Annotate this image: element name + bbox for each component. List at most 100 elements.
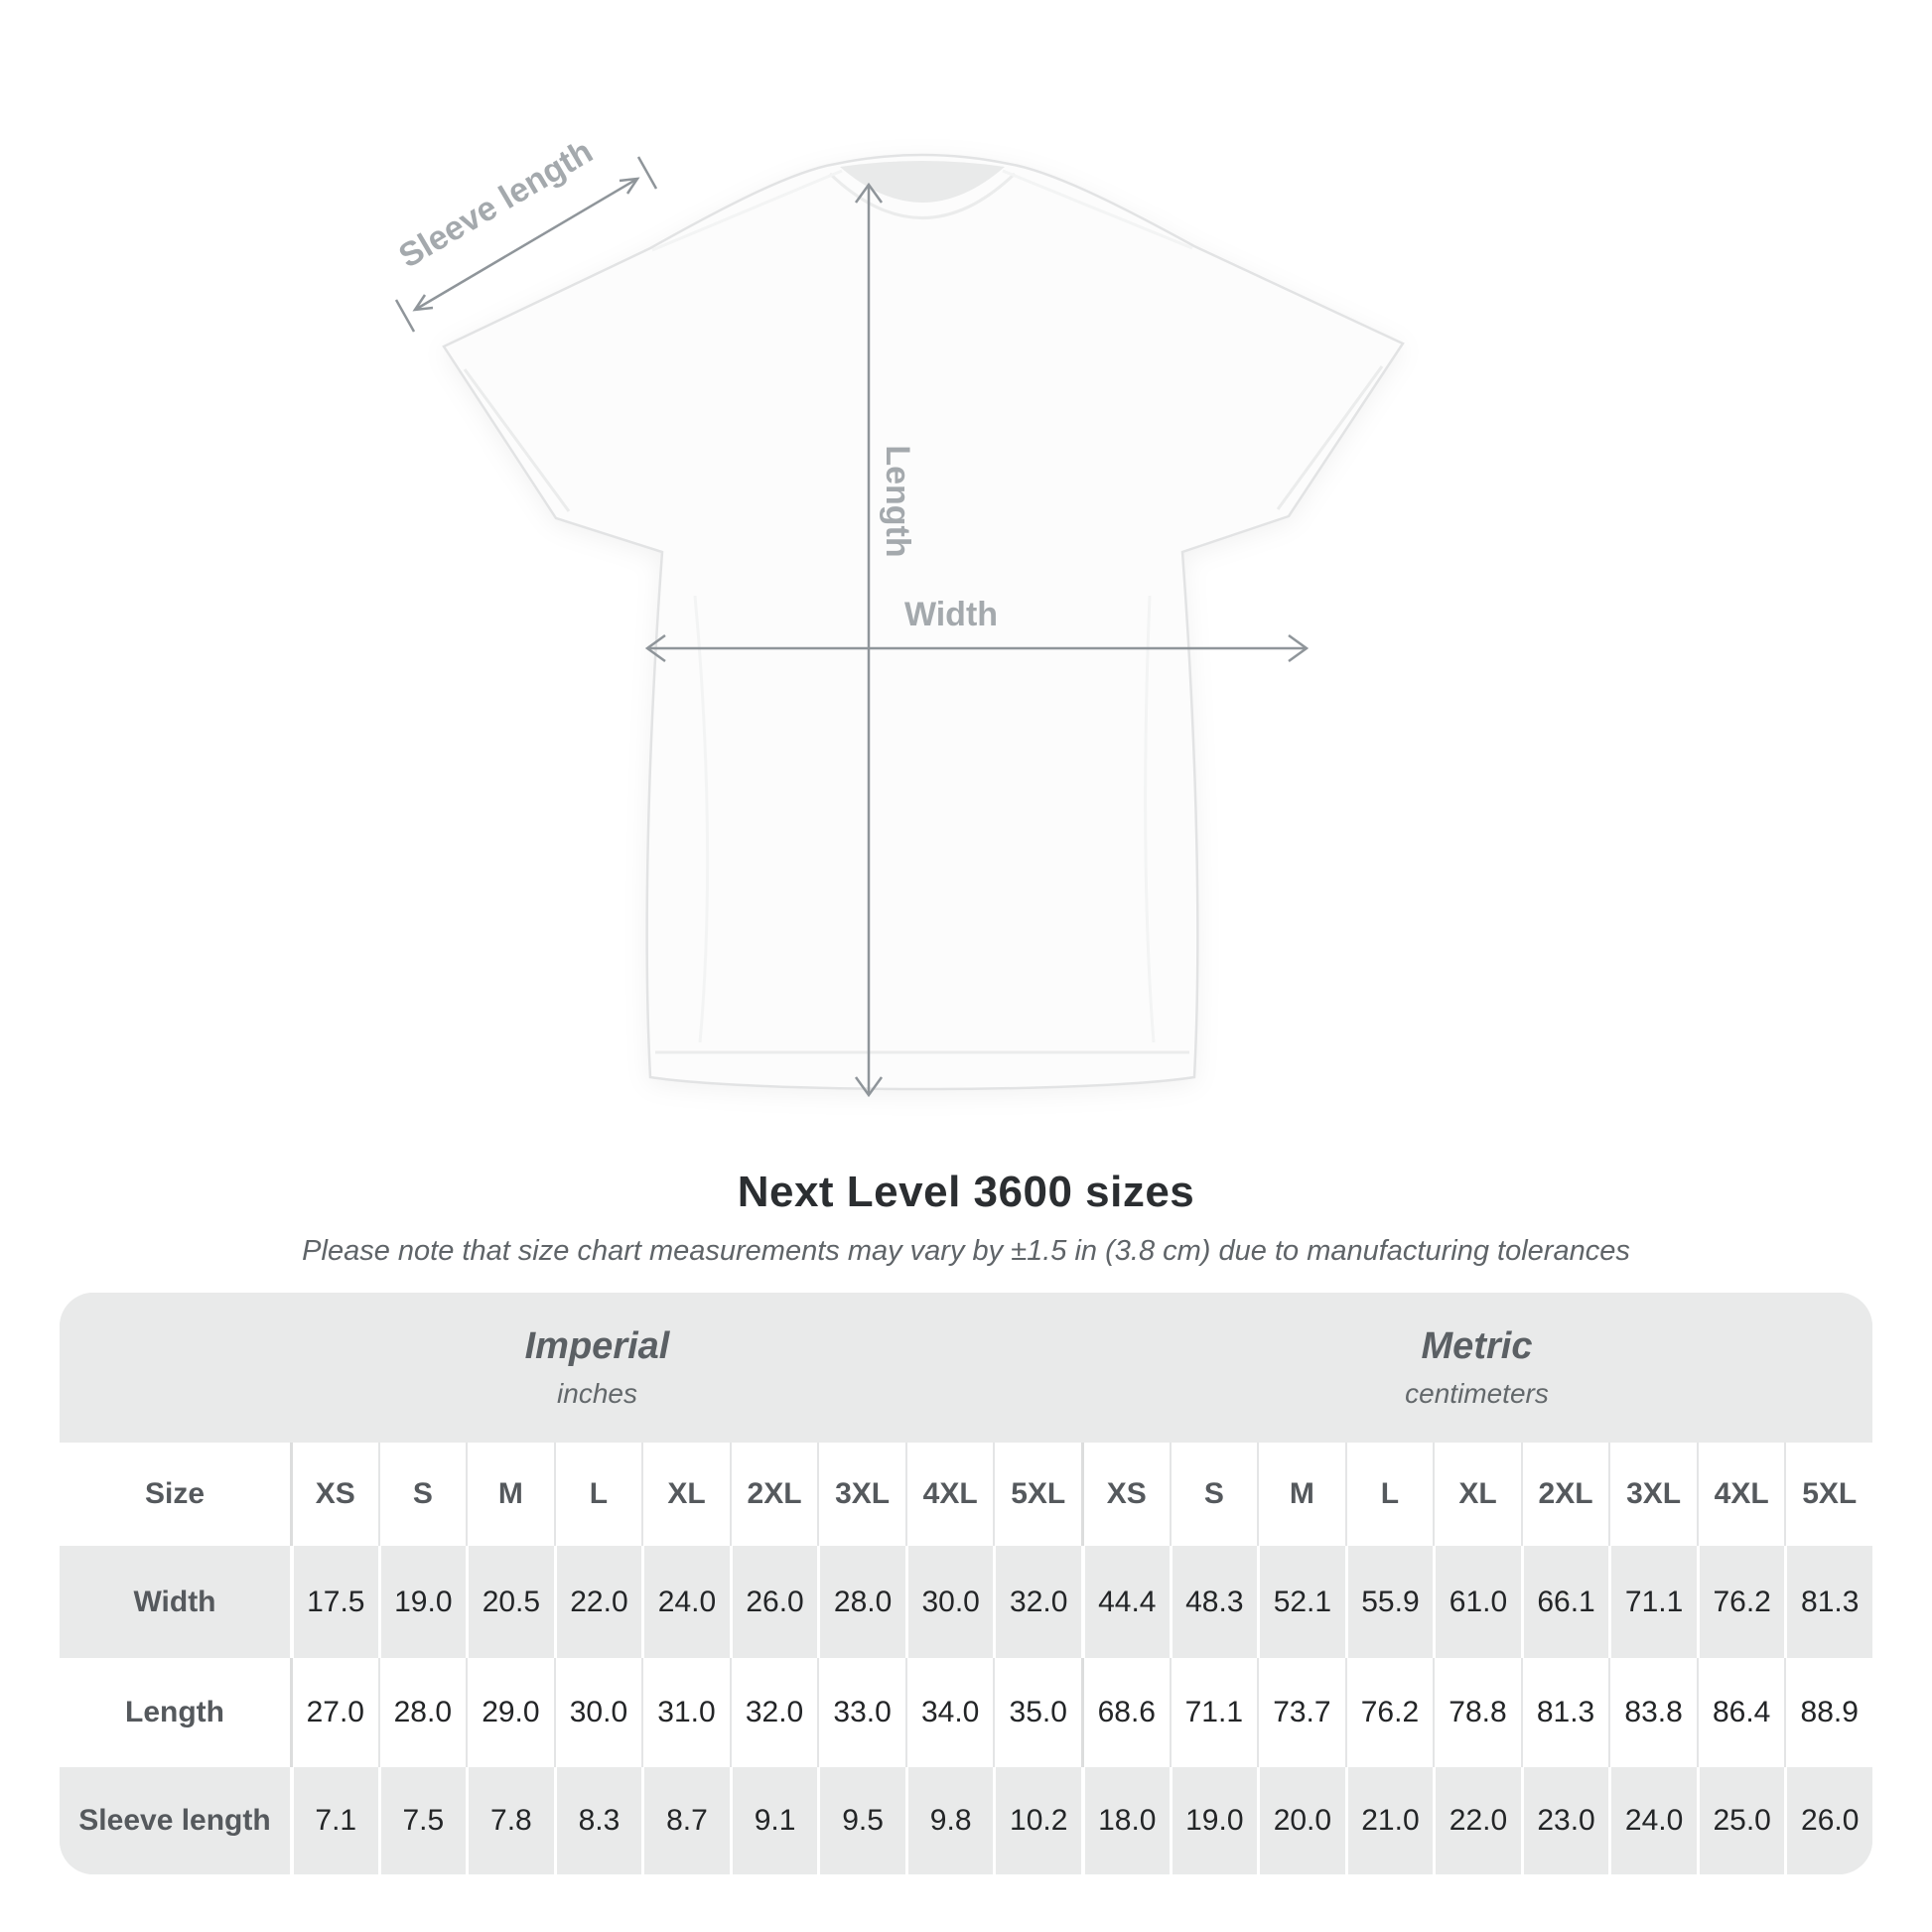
length-arrowhead-top [854,182,884,204]
value-cell: 8.7 [641,1767,730,1874]
length-label: Length [879,445,916,557]
value-cell: 32.0 [729,1658,818,1767]
value-cell: 27.0 [290,1658,378,1767]
tshirt-body [442,153,1405,1091]
size-column-header: 4XL [904,1443,994,1546]
size-column-header: 3XL [817,1443,905,1546]
value-cell: 61.0 [1433,1546,1521,1658]
value-cell: 20.0 [1257,1767,1345,1874]
size-column-header: 2XL [1520,1443,1609,1546]
imperial-header: Imperial inches [60,1293,1081,1443]
page-title: Next Level 3600 sizes [737,1168,1195,1216]
value-cell: 20.5 [466,1546,554,1658]
value-cell: 81.3 [1520,1658,1609,1767]
value-cell: 30.0 [904,1546,994,1658]
tshirt-measurement-diagram: Sleeve length Length Width [392,133,1405,1098]
size-column-header: 3XL [1608,1443,1697,1546]
metric-title: Metric [1421,1325,1533,1367]
value-cell: 71.1 [1608,1546,1697,1658]
width-arrowhead-right [1288,633,1310,663]
imperial-unit: inches [557,1378,637,1409]
value-cell: 44.4 [1081,1546,1170,1658]
value-cell: 34.0 [904,1658,994,1767]
size-table-panel: Imperial inches Metric centimeters Size … [60,1293,1872,1874]
value-cell: 76.2 [1344,1658,1434,1767]
metric-unit: centimeters [1405,1378,1549,1409]
value-cell: 35.0 [993,1658,1081,1767]
size-column-header: L [553,1443,642,1546]
left-sleeve-hem [463,368,571,512]
right-sleeve-hem [1276,365,1384,510]
value-cell: 55.9 [1344,1546,1434,1658]
right-shoulder-seam [1002,169,1193,250]
value-cell: 26.0 [1784,1767,1872,1874]
sleeve-tick-bottom [394,299,416,333]
value-cell: 28.0 [817,1546,905,1658]
sleeve-length-arrow [414,177,638,312]
unit-header-row: Imperial inches Metric centimeters [60,1293,1872,1443]
value-cell: 28.0 [377,1658,467,1767]
value-cell: 7.5 [377,1767,467,1874]
value-cell: 19.0 [1169,1767,1258,1874]
size-column-header: 2XL [729,1443,818,1546]
value-cell: 21.0 [1344,1767,1434,1874]
size-column-header: S [377,1443,467,1546]
value-cell: 22.0 [553,1546,642,1658]
value-cell: 26.0 [729,1546,818,1658]
value-cell: 32.0 [993,1546,1081,1658]
size-column-header: XS [290,1443,378,1546]
value-cell: 48.3 [1169,1546,1258,1658]
sleeve-arrowhead-top [619,177,640,195]
value-cell: 52.1 [1257,1546,1345,1658]
value-cell: 30.0 [553,1658,642,1767]
value-cell: 10.2 [993,1767,1081,1874]
sleeve-tick-top [636,156,658,190]
metric-header: Metric centimeters [1081,1293,1872,1443]
page-subtitle: Please note that size chart measurements… [302,1235,1630,1267]
value-cell: 24.0 [641,1546,730,1658]
value-cell: 7.1 [290,1767,378,1874]
collar-seam [828,172,1017,219]
sleeve-row-label: Sleeve length [78,1804,271,1837]
size-column-header: XL [641,1443,730,1546]
value-cell: 24.0 [1608,1767,1697,1874]
value-cell: 25.0 [1696,1767,1785,1874]
value-cell: 71.1 [1169,1658,1258,1767]
size-column-header: M [466,1443,554,1546]
right-wrinkle [1144,595,1156,1043]
width-row: Width 17.5 19.0 20.5 22.0 24.0 26.0 28.0 30.0 32… [60,1546,1872,1658]
length-row: Length 27.0 28.0 29.0 30.0 31.0 32.0 33.0 34.0 3… [60,1658,1872,1767]
width-arrowhead-left [644,633,666,663]
value-cell: 68.6 [1081,1658,1170,1767]
value-cell: 8.3 [553,1767,642,1874]
size-header-row: Size XS S M L XL 2XL 3XL 4XL 5XL XS S M L XL 2XL 3XL 4XL… [60,1443,1872,1546]
size-header-label: Size [144,1477,206,1510]
tshirt-illustration [442,153,1405,1091]
size-column-header: S [1169,1443,1258,1546]
imperial-title: Imperial [524,1325,670,1367]
value-cell: 86.4 [1696,1658,1785,1767]
value-cell: 73.7 [1257,1658,1345,1767]
value-cell: 88.9 [1784,1658,1872,1767]
value-cell: 19.0 [377,1546,467,1658]
value-cell: 66.1 [1520,1546,1609,1658]
dimension-arrows [394,156,1310,1098]
size-column-header: 4XL [1696,1443,1785,1546]
value-cell: 7.8 [466,1767,554,1874]
value-cell: 9.8 [904,1767,994,1874]
value-cell: 78.8 [1433,1658,1521,1767]
value-cell: 18.0 [1081,1767,1170,1874]
size-column-header: M [1257,1443,1345,1546]
value-cell: 9.5 [817,1767,905,1874]
size-column-header: L [1344,1443,1434,1546]
value-cell: 81.3 [1784,1546,1872,1658]
size-column-header: 5XL [1784,1443,1872,1546]
value-cell: 23.0 [1520,1767,1609,1874]
value-cell: 22.0 [1433,1767,1521,1874]
value-cell: 9.1 [729,1767,818,1874]
size-column-header: XS [1081,1443,1170,1546]
size-column-header: XL [1433,1443,1521,1546]
tshirt-collar [840,161,1005,203]
size-column-header: 5XL [993,1443,1081,1546]
